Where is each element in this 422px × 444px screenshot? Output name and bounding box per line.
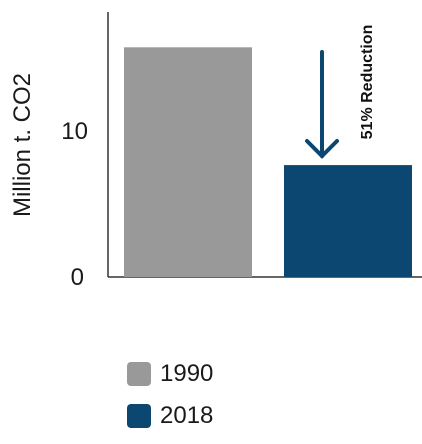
legend-label-1990: 1990	[160, 360, 214, 387]
legend: 1990 2018	[127, 360, 213, 444]
legend-item-1990: 1990	[127, 360, 213, 388]
legend-label-2018: 2018	[160, 402, 214, 429]
legend-swatch-2018	[127, 404, 151, 428]
bar-2018	[284, 165, 412, 277]
y-axis-label: Million t. CO2	[9, 73, 36, 217]
bar-1990	[124, 47, 252, 277]
legend-item-2018: 2018	[127, 402, 213, 430]
y-tick-label-0: 0	[71, 264, 84, 291]
down-arrow-icon	[305, 50, 339, 159]
reduction-annotation: 51% Reduction	[359, 25, 376, 140]
y-tick-label-10: 10	[61, 118, 88, 145]
legend-swatch-1990	[127, 362, 151, 386]
